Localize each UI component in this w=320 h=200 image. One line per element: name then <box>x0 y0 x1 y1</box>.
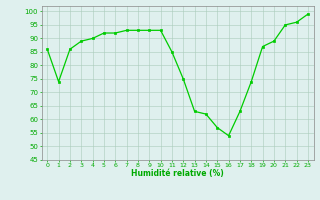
X-axis label: Humidité relative (%): Humidité relative (%) <box>131 169 224 178</box>
